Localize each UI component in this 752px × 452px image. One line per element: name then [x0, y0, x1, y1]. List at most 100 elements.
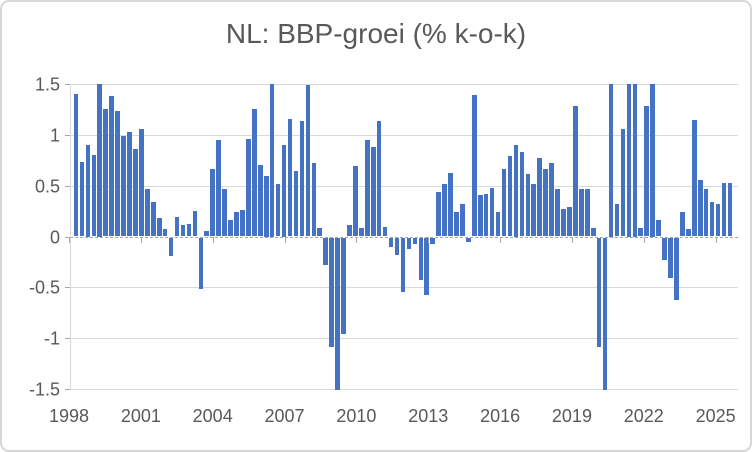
- bar: [97, 84, 103, 237]
- gridline: [70, 134, 738, 136]
- bar: [73, 94, 79, 237]
- bar: [85, 145, 91, 237]
- x-axis-label: 2007: [264, 406, 305, 426]
- bar: [365, 139, 370, 237]
- bar: [376, 120, 382, 237]
- bar: [145, 188, 150, 237]
- gridline: [70, 84, 738, 85]
- bar: [359, 228, 364, 237]
- gridline: [70, 338, 738, 340]
- bar: [472, 95, 477, 237]
- bar: [507, 156, 513, 237]
- bar: [394, 237, 400, 255]
- x-axis-label: 2010: [336, 406, 377, 426]
- bar: [668, 237, 673, 279]
- x-axis-tick: [428, 236, 430, 243]
- x-axis-tick: [284, 236, 286, 243]
- x-axis-tick: [69, 236, 70, 243]
- bar: [353, 166, 358, 237]
- bar: [555, 188, 560, 237]
- y-axis-line: [70, 84, 71, 389]
- bar: [156, 218, 162, 237]
- bar: [567, 207, 572, 237]
- bar: [186, 224, 192, 237]
- y-axis-tick: [65, 84, 70, 85]
- zero-gridline: [70, 236, 738, 238]
- bar: [442, 183, 447, 237]
- bar: [240, 210, 245, 237]
- bar: [168, 237, 174, 256]
- x-axis-label: 1998: [48, 406, 90, 426]
- x-axis-label: 2004: [192, 406, 233, 426]
- bar: [246, 138, 251, 237]
- x-axis-tick: [500, 236, 502, 243]
- bar: [287, 118, 293, 237]
- bar: [495, 212, 501, 237]
- bar: [91, 155, 97, 237]
- bar: [323, 237, 328, 265]
- bar: [198, 237, 204, 290]
- bar: [596, 237, 602, 348]
- bar: [436, 191, 441, 237]
- bar: [412, 237, 418, 244]
- bar: [602, 237, 608, 390]
- bar: [579, 188, 584, 237]
- bar: [691, 119, 697, 237]
- bar: [311, 163, 317, 237]
- bar: [216, 139, 221, 237]
- bar: [275, 183, 281, 237]
- y-axis-label: -1.5: [28, 379, 60, 400]
- bar: [204, 231, 210, 237]
- bar: [531, 183, 537, 237]
- bar: [222, 188, 227, 237]
- bar: [174, 217, 180, 237]
- bar: [519, 152, 525, 237]
- bar: [299, 120, 305, 237]
- y-axis-tick: [65, 338, 70, 340]
- bar: [483, 193, 489, 237]
- bar: [115, 111, 120, 237]
- bar: [477, 194, 483, 237]
- x-axis-label: 2013: [408, 406, 449, 426]
- x-axis-tick: [715, 236, 717, 243]
- y-axis-label: -0.5: [28, 277, 60, 298]
- bar: [650, 84, 655, 237]
- x-axis-tick: [571, 236, 573, 243]
- bar: [626, 84, 632, 237]
- bar: [590, 228, 596, 237]
- bar: [388, 237, 394, 247]
- gridline: [70, 185, 738, 187]
- bar: [228, 220, 233, 237]
- bar: [293, 171, 299, 237]
- x-axis-label: 2016: [480, 406, 521, 426]
- bar: [210, 169, 216, 237]
- x-axis-label: 2019: [551, 406, 592, 426]
- bar: [727, 182, 733, 237]
- bar: [234, 212, 239, 237]
- bar: [252, 109, 257, 237]
- x-axis-label: 2001: [120, 406, 161, 426]
- bar: [662, 237, 667, 260]
- bar: [424, 237, 430, 296]
- y-axis-tick: [65, 236, 70, 238]
- bar: [573, 106, 578, 237]
- bar: [614, 203, 620, 237]
- bar: [656, 220, 661, 237]
- bar: [269, 84, 275, 237]
- bar: [329, 237, 334, 348]
- bar: [608, 84, 614, 237]
- bar: [121, 135, 126, 237]
- bar: [103, 109, 109, 237]
- bar: [180, 225, 186, 237]
- x-axis-tick: [356, 236, 358, 243]
- bar: [721, 182, 727, 237]
- bar: [139, 128, 144, 237]
- bar: [680, 212, 685, 237]
- bar: [263, 175, 269, 237]
- y-axis-label: 1.5: [34, 74, 60, 95]
- bar: [400, 237, 406, 293]
- y-axis-tick: [65, 134, 70, 136]
- bar: [525, 174, 531, 237]
- bar: [109, 96, 114, 237]
- bar: [584, 188, 590, 237]
